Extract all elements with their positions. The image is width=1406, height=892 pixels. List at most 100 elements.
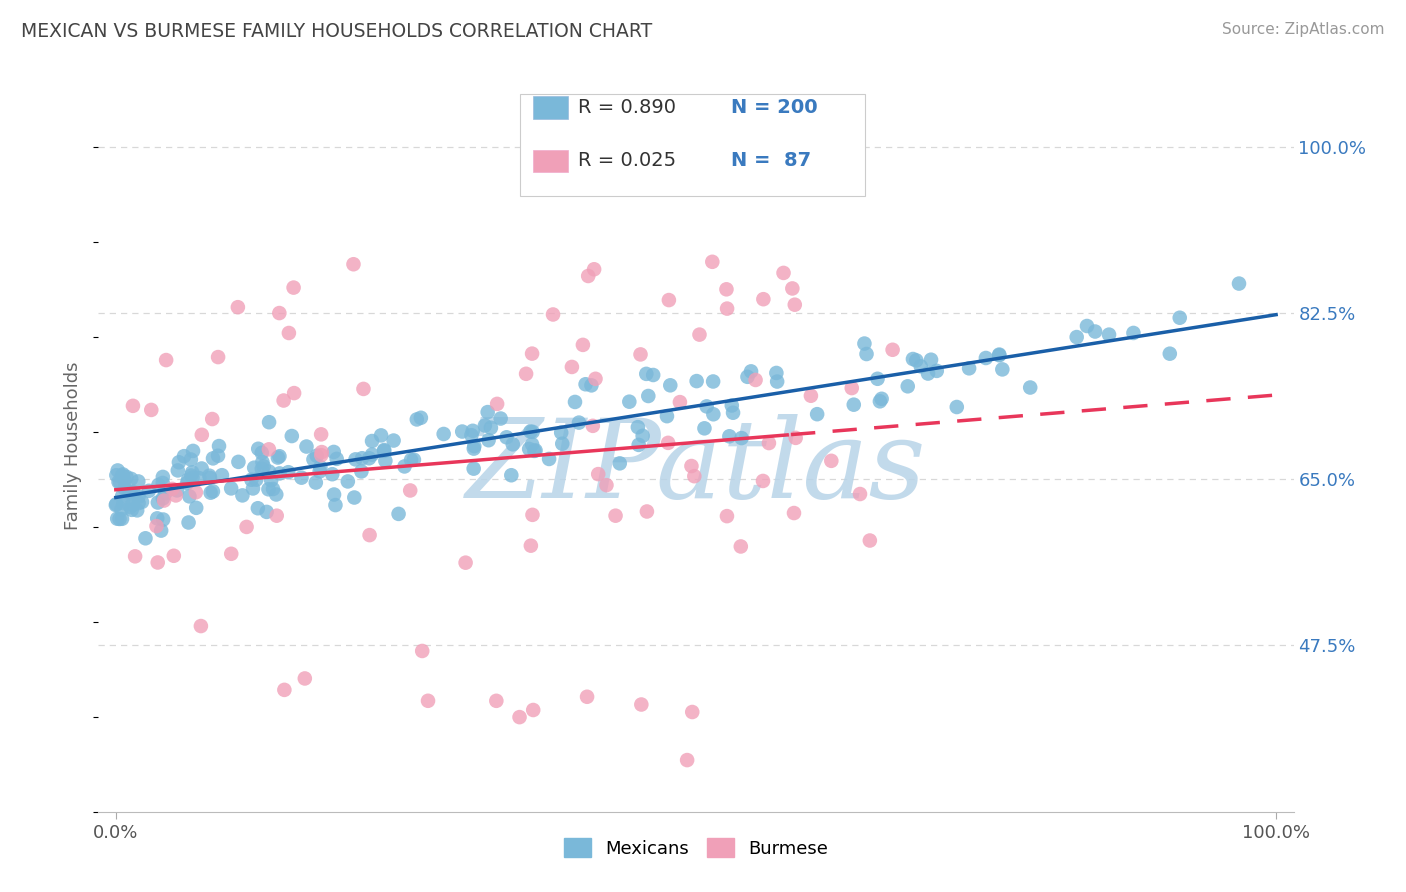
- Point: [474, 418, 496, 433]
- Point: [643, 368, 665, 382]
- Point: [131, 495, 153, 509]
- Point: [630, 698, 652, 712]
- Point: [325, 498, 347, 512]
- Point: [173, 449, 195, 463]
- Point: [186, 500, 208, 515]
- Point: [870, 392, 893, 406]
- Point: [463, 442, 485, 456]
- Point: [257, 442, 280, 457]
- Point: [988, 348, 1011, 362]
- Point: [253, 459, 276, 474]
- Point: [207, 350, 229, 364]
- Point: [752, 474, 775, 488]
- Point: [657, 435, 679, 450]
- Point: [718, 429, 741, 443]
- Point: [128, 496, 150, 510]
- Point: [509, 710, 531, 724]
- Point: [495, 430, 517, 444]
- Point: [219, 547, 242, 561]
- Point: [104, 498, 127, 512]
- Point: [716, 282, 738, 296]
- Point: [240, 473, 263, 487]
- Point: [302, 452, 325, 467]
- Point: [859, 533, 882, 548]
- Point: [920, 352, 942, 367]
- Point: [166, 483, 188, 498]
- Point: [655, 409, 678, 424]
- Point: [257, 483, 280, 497]
- Point: [353, 382, 375, 396]
- Point: [211, 468, 233, 483]
- Point: [974, 351, 997, 365]
- Point: [163, 549, 186, 563]
- Point: [576, 268, 599, 283]
- Point: [485, 694, 508, 708]
- Point: [520, 539, 543, 553]
- Point: [277, 326, 299, 340]
- Point: [1066, 330, 1088, 344]
- Text: N = 200: N = 200: [731, 97, 818, 117]
- Point: [181, 466, 204, 480]
- Point: [411, 644, 433, 658]
- Point: [266, 508, 288, 523]
- Point: [605, 508, 627, 523]
- Point: [1227, 277, 1250, 291]
- Point: [201, 484, 224, 499]
- Point: [564, 395, 586, 409]
- Point: [957, 361, 980, 376]
- Point: [264, 487, 287, 501]
- Point: [538, 452, 561, 467]
- Point: [716, 301, 738, 316]
- Point: [1159, 347, 1181, 361]
- Point: [269, 467, 291, 481]
- Text: ZIPatlas: ZIPatlas: [465, 414, 927, 522]
- Point: [382, 434, 405, 448]
- Point: [252, 455, 274, 469]
- Point: [247, 442, 270, 456]
- Point: [141, 403, 163, 417]
- Point: [343, 491, 366, 505]
- Point: [359, 528, 381, 542]
- Point: [917, 367, 939, 381]
- Point: [461, 424, 484, 438]
- Point: [522, 703, 544, 717]
- Point: [730, 431, 752, 445]
- Point: [752, 292, 775, 306]
- Point: [676, 753, 699, 767]
- Point: [311, 445, 333, 459]
- Point: [152, 475, 174, 490]
- Point: [402, 452, 425, 467]
- Point: [683, 469, 706, 483]
- Point: [637, 389, 659, 403]
- Point: [111, 467, 134, 482]
- Point: [522, 425, 544, 439]
- Point: [200, 485, 222, 500]
- Point: [783, 298, 806, 312]
- Point: [855, 347, 877, 361]
- Point: [243, 460, 266, 475]
- Point: [515, 367, 537, 381]
- Point: [702, 375, 724, 389]
- Point: [583, 262, 606, 277]
- Point: [352, 451, 374, 466]
- Point: [716, 509, 738, 524]
- Point: [523, 443, 546, 458]
- Point: [309, 427, 332, 442]
- Point: [231, 488, 253, 502]
- Point: [489, 411, 512, 425]
- Point: [585, 372, 607, 386]
- Point: [311, 448, 333, 462]
- Point: [124, 549, 146, 564]
- Point: [806, 407, 828, 421]
- Point: [693, 421, 716, 435]
- Point: [246, 501, 269, 516]
- Point: [150, 524, 173, 538]
- Point: [273, 393, 295, 408]
- Point: [1168, 310, 1191, 325]
- Point: [581, 378, 603, 392]
- Point: [118, 485, 141, 500]
- Point: [260, 473, 283, 487]
- Point: [344, 452, 367, 467]
- Point: [460, 428, 482, 442]
- Point: [568, 416, 591, 430]
